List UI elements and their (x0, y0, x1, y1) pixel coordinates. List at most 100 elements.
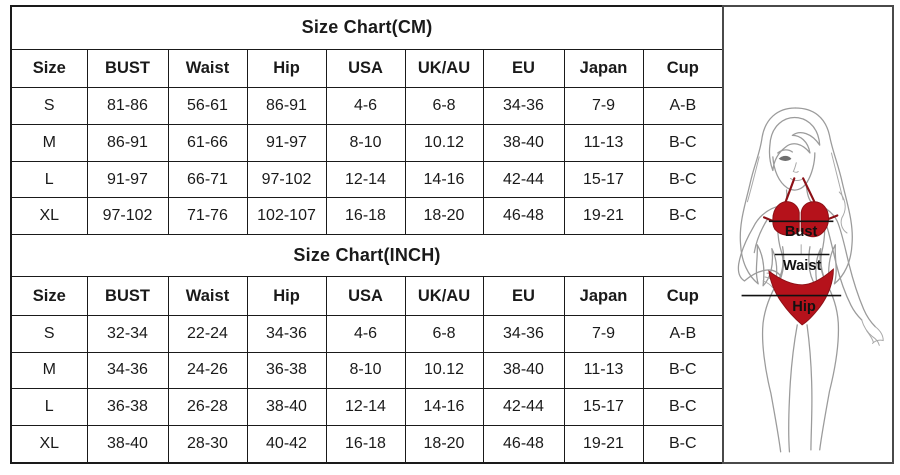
table-row: S 81-86 56-61 86-91 4-6 6-8 34-36 7-9 A-… (10, 87, 724, 126)
hip-label: Hip (792, 299, 816, 315)
bikini-bottom (768, 268, 834, 326)
size-chart-table: Size Chart(CM) Size BUST Waist Hip USA U… (10, 5, 725, 464)
data-cell: 28-30 (167, 424, 248, 464)
data-cell: 4-6 (325, 87, 406, 126)
data-cell: 86-91 (86, 124, 169, 162)
data-cell: 14-16 (404, 160, 484, 199)
header-cell-bust: BUST (86, 48, 169, 89)
header-row-cm: Size BUST Waist Hip USA UK/AU EU Japan C… (10, 48, 724, 89)
data-cell: 19-21 (563, 424, 644, 464)
data-cell: 56-61 (167, 87, 248, 126)
size-cell: L (10, 160, 88, 199)
data-cell: B-C (642, 160, 724, 199)
table-title-row-cm: Size Chart(CM) (10, 5, 724, 50)
data-cell: 11-13 (563, 124, 644, 162)
size-cell: S (10, 87, 88, 126)
data-cell: A-B (642, 87, 724, 126)
header-cell-cup: Cup (642, 48, 724, 89)
data-cell: 8-10 (325, 351, 406, 390)
mouth-line (789, 177, 804, 182)
size-cell: S (10, 314, 88, 353)
table-row: M 86-91 61-66 91-97 8-10 10.12 38-40 11-… (10, 124, 724, 162)
data-cell: B-C (642, 124, 724, 162)
data-cell: 18-20 (404, 424, 484, 464)
data-cell: 38-40 (246, 388, 327, 426)
header-row-inch: Size BUST Waist Hip USA UK/AU EU Japan C… (10, 276, 724, 316)
data-cell: 8-10 (325, 124, 406, 162)
eyebrow-line (777, 149, 794, 154)
data-cell: B-C (642, 351, 724, 390)
data-cell: 4-6 (325, 314, 406, 353)
table-row: L 36-38 26-28 38-40 12-14 14-16 42-44 15… (10, 388, 724, 426)
data-cell: 14-16 (404, 388, 484, 426)
data-cell: 34-36 (246, 314, 327, 353)
data-cell: 10.12 (404, 351, 484, 390)
data-cell: 102-107 (246, 197, 327, 235)
header-cell-hip: Hip (246, 48, 327, 89)
nose-line (792, 162, 799, 173)
data-cell: B-C (642, 197, 724, 235)
size-cell: L (10, 388, 88, 426)
data-cell: 15-17 (563, 160, 644, 199)
data-cell: 32-34 (86, 314, 169, 353)
data-cell: 91-97 (246, 124, 327, 162)
data-cell: 7-9 (563, 314, 644, 353)
data-cell: A-B (642, 314, 724, 353)
data-cell: 42-44 (482, 160, 565, 199)
data-cell: 34-36 (482, 87, 565, 126)
table-row: XL 97-102 71-76 102-107 16-18 18-20 46-4… (10, 197, 724, 235)
header-cell-eu: EU (482, 48, 565, 89)
waist-label: Waist (783, 258, 822, 274)
data-cell: 11-13 (563, 351, 644, 390)
header-cell-ukau: UK/AU (404, 276, 484, 316)
data-cell: 61-66 (167, 124, 248, 162)
measurement-figure-panel: Bust Waist Hip (722, 5, 894, 464)
header-cell-size: Size (10, 48, 88, 89)
data-cell: 46-48 (482, 424, 565, 464)
data-cell: 12-14 (325, 388, 406, 426)
size-cell: M (10, 124, 88, 162)
data-cell: 66-71 (167, 160, 248, 199)
data-cell: 6-8 (404, 87, 484, 126)
data-cell: 40-42 (246, 424, 327, 464)
header-cell-waist: Waist (167, 276, 248, 316)
data-cell: 15-17 (563, 388, 644, 426)
header-cell-eu: EU (482, 276, 565, 316)
table-row: M 34-36 24-26 36-38 8-10 10.12 38-40 11-… (10, 351, 724, 390)
table-title-cm: Size Chart(CM) (10, 5, 724, 50)
figure-hair (739, 107, 853, 289)
eye-shape (778, 155, 792, 161)
header-cell-size: Size (10, 276, 88, 316)
table-row: L 91-97 66-71 97-102 12-14 14-16 42-44 1… (10, 160, 724, 199)
table-row: XL 38-40 28-30 40-42 16-18 18-20 46-48 1… (10, 424, 724, 464)
header-cell-bust: BUST (86, 276, 169, 316)
data-cell: B-C (642, 424, 724, 464)
data-cell: 86-91 (246, 87, 327, 126)
data-cell: B-C (642, 388, 724, 426)
data-cell: 26-28 (167, 388, 248, 426)
header-cell-japan: Japan (563, 276, 644, 316)
data-cell: 7-9 (563, 87, 644, 126)
data-cell: 46-48 (482, 197, 565, 235)
data-cell: 19-21 (563, 197, 644, 235)
header-cell-cup: Cup (642, 276, 724, 316)
woman-bikini-illustration: Bust Waist Hip (737, 107, 884, 453)
size-cell: XL (10, 424, 88, 464)
data-cell: 38-40 (482, 351, 565, 390)
data-cell: 38-40 (86, 424, 169, 464)
data-cell: 91-97 (86, 160, 169, 199)
data-cell: 36-38 (86, 388, 169, 426)
data-cell: 81-86 (86, 87, 169, 126)
header-cell-usa: USA (325, 276, 406, 316)
data-cell: 97-102 (86, 197, 169, 235)
data-cell: 22-24 (167, 314, 248, 353)
header-cell-ukau: UK/AU (404, 48, 484, 89)
data-cell: 38-40 (482, 124, 565, 162)
header-cell-usa: USA (325, 48, 406, 89)
figure-face (772, 149, 816, 191)
size-cell: M (10, 351, 88, 390)
data-cell: 34-36 (482, 314, 565, 353)
data-cell: 36-38 (246, 351, 327, 390)
data-cell: 16-18 (325, 424, 406, 464)
header-cell-japan: Japan (563, 48, 644, 89)
